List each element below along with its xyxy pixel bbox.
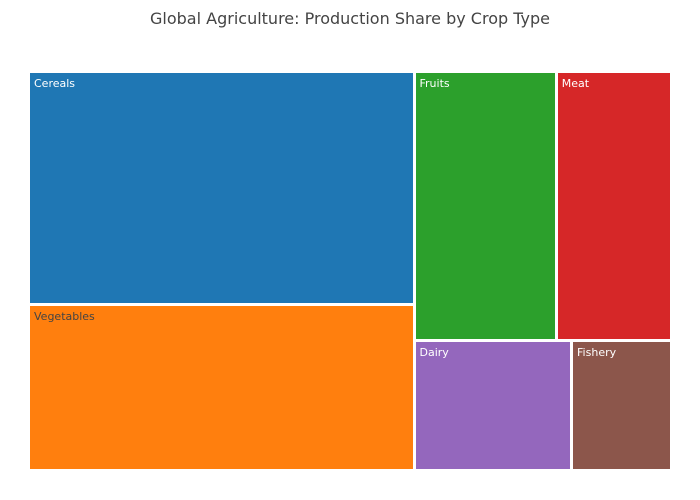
treemap-tile-fishery[interactable]: Fishery [573, 341, 670, 469]
treemap-tile-label: Meat [561, 77, 590, 90]
treemap-tile-dairy[interactable]: Dairy [415, 341, 571, 469]
treemap-tile-meat[interactable]: Meat [557, 73, 670, 339]
treemap-plot-area: Cereals Vegetables Fruits Meat Dairy Fishery [30, 73, 670, 469]
treemap-tile-label: Fishery [577, 345, 617, 359]
treemap-tile-fruits[interactable]: Fruits [415, 73, 555, 339]
treemap-tile-label: Fruits [419, 77, 450, 90]
chart-title: Global Agriculture: Production Share by … [150, 9, 550, 28]
treemap-tile-vegetables[interactable]: Vegetables [30, 305, 413, 469]
treemap-tile-label: Dairy [419, 345, 449, 359]
treemap-tile-label: Cereals [34, 77, 76, 90]
treemap-tile-cereals[interactable]: Cereals [30, 73, 413, 303]
treemap-tile-label: Vegetables [34, 309, 95, 323]
